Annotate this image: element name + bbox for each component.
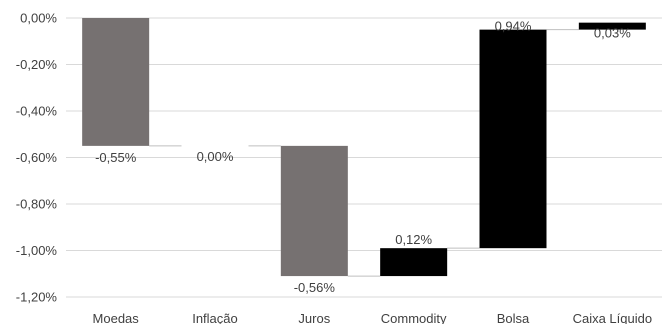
y-tick-label: -0,60% bbox=[16, 150, 58, 165]
x-axis: Moedas Inflação Juros Commodity Bolsa Caixa L… bbox=[93, 311, 653, 324]
data-label: 0,12% bbox=[395, 232, 432, 247]
y-axis: 0,00% -0,20% -0,40% -0,60% -0,80% -1,00% -1,20… bbox=[16, 11, 58, 305]
x-tick-label: Inflação bbox=[192, 311, 238, 324]
y-tick-label: 0,00% bbox=[20, 11, 57, 26]
bar-moedas bbox=[82, 18, 150, 146]
bar-caixa-l-quido bbox=[578, 22, 646, 30]
y-tick-label: -0,40% bbox=[16, 104, 58, 119]
data-label: 0,94% bbox=[495, 19, 532, 34]
bar-commodity bbox=[380, 248, 448, 277]
data-label: -0,55% bbox=[95, 150, 137, 165]
data-label: 0,00% bbox=[197, 149, 234, 164]
data-label: -0,56% bbox=[294, 280, 336, 295]
bar-juros bbox=[280, 145, 348, 277]
x-tick-label: Juros bbox=[298, 311, 330, 324]
y-tick-label: -0,80% bbox=[16, 197, 58, 212]
bar-bolsa bbox=[479, 29, 547, 249]
x-tick-label: Moedas bbox=[93, 311, 140, 324]
x-tick-label: Bolsa bbox=[497, 311, 530, 324]
y-tick-label: -1,20% bbox=[16, 290, 58, 305]
x-tick-label: Caixa Líquido bbox=[573, 311, 653, 324]
x-tick-label: Commodity bbox=[381, 311, 447, 324]
data-label: 0,03% bbox=[594, 26, 631, 41]
connector-lines bbox=[149, 29, 579, 277]
y-tick-label: -0,20% bbox=[16, 57, 58, 72]
gridlines bbox=[66, 17, 662, 298]
bars bbox=[82, 18, 646, 277]
data-labels: -0,55% 0,00% -0,56% 0,12% 0,94% 0,03% bbox=[95, 19, 631, 295]
y-tick-label: -1,00% bbox=[16, 243, 58, 258]
